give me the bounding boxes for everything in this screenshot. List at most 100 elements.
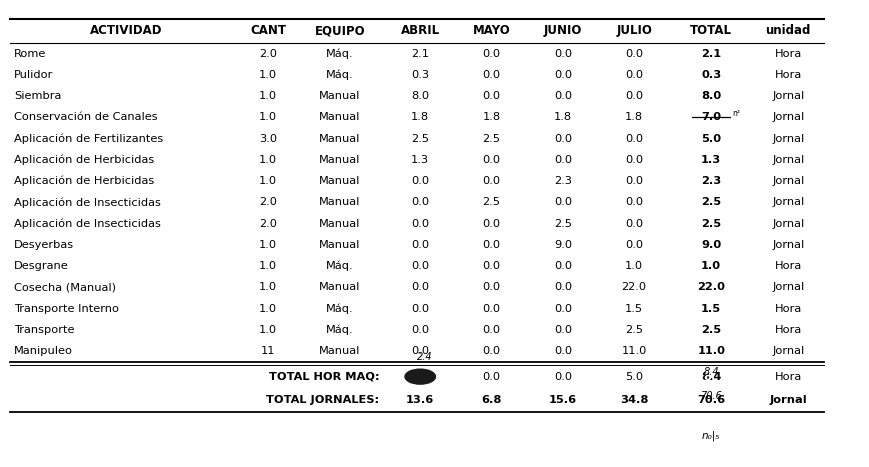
Text: Rome: Rome	[14, 49, 46, 58]
Text: unidad: unidad	[765, 24, 810, 37]
Text: 2.5: 2.5	[700, 219, 720, 228]
Text: CANT: CANT	[249, 24, 286, 37]
Text: 1.8: 1.8	[411, 113, 428, 122]
Text: 34.8: 34.8	[620, 395, 647, 405]
Text: n²: n²	[731, 109, 740, 118]
Text: 0.0: 0.0	[482, 155, 500, 165]
Text: Jornal: Jornal	[771, 176, 804, 186]
Text: Jornal: Jornal	[771, 283, 804, 292]
Text: 3.0: 3.0	[259, 134, 276, 143]
Text: Manual: Manual	[319, 134, 360, 143]
Text: 1.0: 1.0	[259, 155, 276, 165]
Text: 0.0: 0.0	[554, 283, 571, 292]
Text: 1.3: 1.3	[700, 155, 720, 165]
Text: 1.5: 1.5	[625, 304, 642, 313]
Text: Máq.: Máq.	[326, 304, 353, 314]
Text: 1.0: 1.0	[259, 70, 276, 80]
Text: Aplicación de Insecticidas: Aplicación de Insecticidas	[14, 219, 161, 229]
Text: Jornal: Jornal	[771, 113, 804, 122]
Text: Máq.: Máq.	[326, 325, 353, 335]
Text: 0.0: 0.0	[411, 325, 428, 335]
Text: 13.6: 13.6	[406, 395, 434, 405]
Text: Máq.: Máq.	[326, 261, 353, 271]
Text: 2.3: 2.3	[554, 176, 571, 186]
Text: 6.8: 6.8	[481, 395, 501, 405]
Text: 0.0: 0.0	[625, 198, 642, 207]
Text: 1.0: 1.0	[259, 176, 276, 186]
Text: 0.0: 0.0	[411, 176, 428, 186]
Text: 0.0: 0.0	[482, 283, 500, 292]
Text: 1.0: 1.0	[259, 261, 276, 271]
Text: 0.0: 0.0	[625, 70, 642, 80]
Text: 0.0: 0.0	[482, 346, 500, 356]
Text: 5.0: 5.0	[700, 134, 720, 143]
Text: 0.0: 0.0	[482, 372, 500, 382]
Text: 7.0: 7.0	[700, 113, 720, 122]
Text: 2.3: 2.3	[700, 176, 720, 186]
Text: 0.0: 0.0	[411, 346, 428, 356]
Text: 1.3: 1.3	[411, 155, 428, 165]
Text: Manual: Manual	[319, 113, 360, 122]
Text: ABRIL: ABRIL	[401, 24, 439, 37]
Text: 15.6: 15.6	[548, 395, 576, 405]
Text: 0.0: 0.0	[625, 91, 642, 101]
Text: 0.0: 0.0	[554, 134, 571, 143]
Text: Jornal: Jornal	[771, 346, 804, 356]
Text: 70.6: 70.6	[700, 391, 721, 401]
Text: Hora: Hora	[773, 49, 801, 58]
Text: 1.0: 1.0	[259, 304, 276, 313]
Text: 0.0: 0.0	[554, 198, 571, 207]
Text: 0.0: 0.0	[554, 155, 571, 165]
Text: Hora: Hora	[773, 325, 801, 335]
Text: Manipuleo: Manipuleo	[14, 346, 73, 356]
Text: Manual: Manual	[319, 219, 360, 228]
Text: 0.0: 0.0	[482, 261, 500, 271]
Text: 2.5: 2.5	[482, 134, 500, 143]
Text: 0.0: 0.0	[554, 372, 571, 382]
Text: 8.0: 8.0	[700, 91, 720, 101]
Text: 0.0: 0.0	[482, 70, 500, 80]
Text: 2.5: 2.5	[411, 134, 428, 143]
Text: Aplicación de Herbicidas: Aplicación de Herbicidas	[14, 176, 154, 186]
Text: 2.0: 2.0	[259, 219, 276, 228]
Text: 1.0: 1.0	[259, 240, 276, 250]
Text: 0.0: 0.0	[625, 240, 642, 250]
Text: 2.1: 2.1	[700, 49, 720, 58]
Text: 5.0: 5.0	[625, 372, 642, 382]
Text: 0.0: 0.0	[482, 49, 500, 58]
Text: Aplicación de Herbicidas: Aplicación de Herbicidas	[14, 155, 154, 165]
Text: 8.0: 8.0	[411, 91, 428, 101]
Text: Jornal: Jornal	[768, 395, 806, 405]
Text: 8.4: 8.4	[703, 367, 718, 377]
Text: Manual: Manual	[319, 198, 360, 207]
Text: Manual: Manual	[319, 91, 360, 101]
Text: Hora: Hora	[773, 372, 801, 382]
Text: 1.0: 1.0	[259, 325, 276, 335]
Text: 2.5: 2.5	[700, 325, 720, 335]
Text: 1.0: 1.0	[259, 113, 276, 122]
Text: Jornal: Jornal	[771, 240, 804, 250]
Text: 1.0: 1.0	[700, 261, 720, 271]
Text: Manual: Manual	[319, 283, 360, 292]
Text: 0.0: 0.0	[411, 261, 428, 271]
Text: Manual: Manual	[319, 176, 360, 186]
Text: 0.0: 0.0	[625, 219, 642, 228]
Text: 2.5: 2.5	[625, 325, 642, 335]
Text: 0.0: 0.0	[482, 219, 500, 228]
Text: 0.0: 0.0	[482, 304, 500, 313]
Text: 1.8: 1.8	[625, 113, 642, 122]
Text: MAYO: MAYO	[472, 24, 510, 37]
Text: JULIO: JULIO	[615, 24, 652, 37]
Text: 2.5: 2.5	[482, 198, 500, 207]
Text: Jornal: Jornal	[771, 219, 804, 228]
Text: 0.0: 0.0	[625, 134, 642, 143]
Text: Aplicación de Fertilizantes: Aplicación de Fertilizantes	[14, 134, 163, 144]
Text: Transporte: Transporte	[14, 325, 75, 335]
Text: 2.1: 2.1	[411, 49, 428, 58]
Text: Hora: Hora	[773, 70, 801, 80]
Text: 1.0: 1.0	[259, 91, 276, 101]
Text: Manual: Manual	[319, 240, 360, 250]
Text: Jornal: Jornal	[771, 91, 804, 101]
Text: Jornal: Jornal	[771, 198, 804, 207]
Text: ACTIVIDAD: ACTIVIDAD	[90, 24, 162, 37]
